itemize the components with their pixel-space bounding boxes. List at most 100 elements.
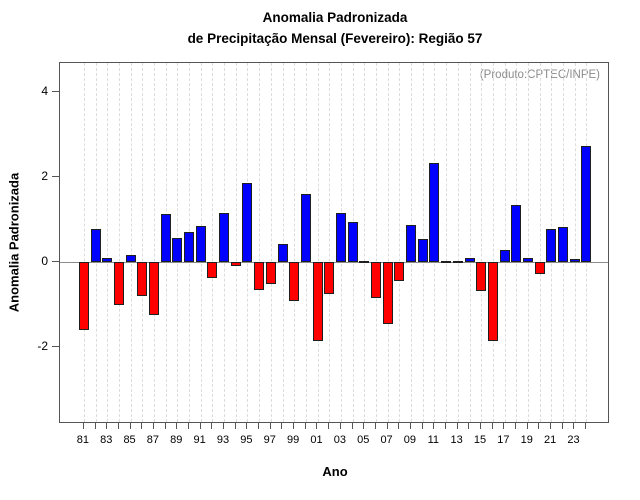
- bar-03: [335, 212, 346, 263]
- x-tick-label: 09: [403, 434, 417, 446]
- x-tick: [503, 423, 505, 429]
- x-tick-label: 95: [240, 434, 253, 446]
- x-tick: [561, 423, 563, 429]
- bars-layer: [78, 63, 592, 422]
- bar-slot: [359, 63, 371, 422]
- gridline: [107, 63, 109, 422]
- x-tick: [585, 423, 587, 429]
- x-tick-label: 17: [497, 434, 510, 446]
- x-tick: [117, 423, 119, 429]
- x-tick: [339, 423, 341, 429]
- gridline: [259, 63, 261, 422]
- bar-slot: [394, 63, 406, 422]
- gridline: [235, 63, 237, 422]
- bar-21: [546, 229, 557, 263]
- bar-slot: [522, 63, 534, 422]
- bar-22: [558, 227, 569, 263]
- bar-slot: [487, 63, 499, 422]
- bar-slot: [510, 63, 522, 422]
- bar-92: [207, 262, 218, 279]
- bar-slot: [113, 63, 125, 422]
- x-tick-label: 85: [123, 434, 136, 446]
- x-tick-label: 97: [263, 434, 276, 446]
- bar-slot: [464, 63, 476, 422]
- bar-99: [289, 262, 300, 302]
- gridline: [142, 63, 144, 422]
- gridline: [83, 63, 85, 422]
- x-axis-title: Ano: [322, 464, 348, 479]
- gridline: [469, 63, 471, 422]
- x-tick: [433, 423, 435, 429]
- x-tick-label: 03: [333, 434, 346, 446]
- x-tick: [223, 423, 225, 429]
- gridline: [574, 63, 576, 422]
- gridline: [387, 63, 389, 422]
- chart-title-line2: de Precipitação Mensal (Fevereiro): Regi…: [187, 31, 483, 46]
- bar-slot: [125, 63, 137, 422]
- bar-slot: [534, 63, 546, 422]
- x-tick-label: 23: [567, 434, 580, 446]
- bar-slot: [499, 63, 511, 422]
- y-tick: [52, 346, 59, 348]
- bar-slot: [242, 63, 254, 422]
- bar-08: [394, 262, 405, 281]
- bar-slot: [323, 63, 335, 422]
- x-tick: [316, 423, 318, 429]
- bar-15: [476, 262, 487, 291]
- bar-slot: [581, 63, 593, 422]
- bar-83: [102, 257, 113, 263]
- bar-06: [371, 262, 382, 299]
- x-tick: [129, 423, 131, 429]
- bar-82: [90, 229, 101, 263]
- gridline: [329, 63, 331, 422]
- bar-81: [78, 262, 89, 331]
- bar-98: [277, 243, 288, 263]
- bar-20: [534, 262, 545, 275]
- x-tick: [82, 423, 84, 429]
- x-tick: [468, 423, 470, 429]
- bar-91: [195, 225, 206, 263]
- bar-slot: [557, 63, 569, 422]
- y-tick-label: 0: [41, 254, 48, 269]
- bar-95: [242, 182, 253, 263]
- x-tick: [211, 423, 213, 429]
- bar-slot: [195, 63, 207, 422]
- bar-02: [324, 262, 335, 295]
- gridline: [364, 63, 366, 422]
- x-tick-label: 19: [520, 434, 533, 446]
- x-tick-label: 89: [170, 434, 183, 446]
- gridline: [446, 63, 448, 422]
- y-tick-label: -2: [37, 339, 48, 354]
- bar-slot: [347, 63, 359, 422]
- bar-slot: [475, 63, 487, 422]
- bar-01: [312, 262, 323, 341]
- bar-slot: [265, 63, 277, 422]
- x-tick: [141, 423, 143, 429]
- bar-slot: [440, 63, 452, 422]
- bar-slot: [78, 63, 90, 422]
- gridline: [270, 63, 272, 422]
- x-tick: [444, 423, 446, 429]
- x-tick-label: 01: [310, 434, 323, 446]
- x-tick-label: 83: [100, 434, 113, 446]
- bar-slot: [148, 63, 160, 422]
- x-tick: [456, 423, 458, 429]
- bar-slot: [90, 63, 102, 422]
- gridline: [130, 63, 132, 422]
- x-tick: [187, 423, 189, 429]
- gridline: [457, 63, 459, 422]
- x-tick-label: 15: [473, 434, 487, 446]
- bar-slot: [382, 63, 394, 422]
- x-tick: [234, 423, 236, 429]
- bar-07: [382, 262, 393, 324]
- bar-86: [137, 262, 148, 297]
- bar-slot: [312, 63, 324, 422]
- bar-12: [441, 261, 452, 264]
- x-tick: [94, 423, 96, 429]
- bar-97: [265, 262, 276, 285]
- x-tick: [328, 423, 330, 429]
- bar-slot: [335, 63, 347, 422]
- bar-94: [230, 262, 241, 267]
- x-tick: [409, 423, 411, 429]
